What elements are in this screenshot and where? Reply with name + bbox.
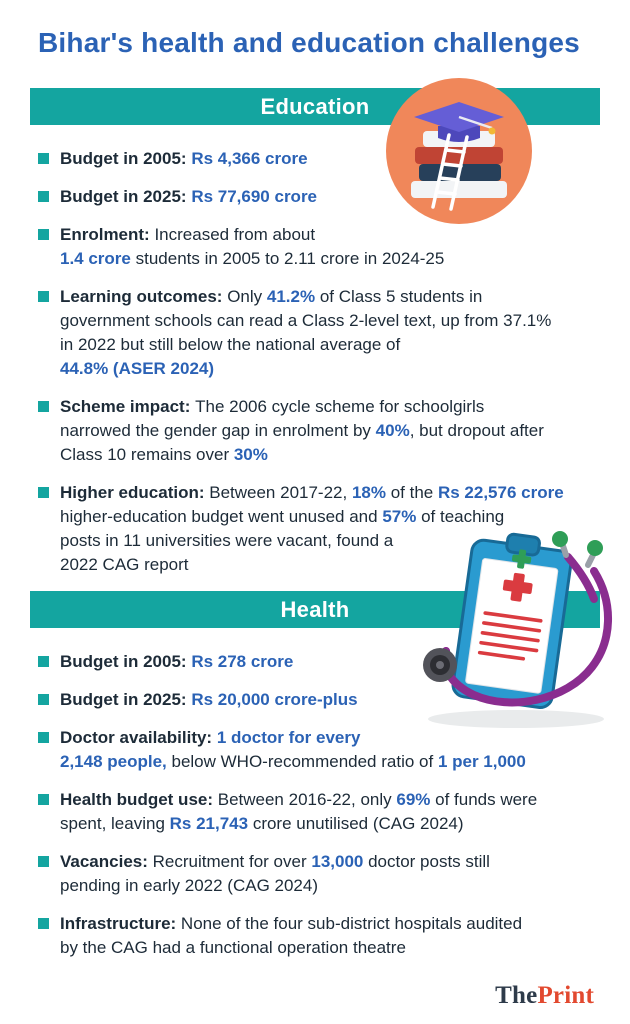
bullet-square-icon: [38, 487, 49, 498]
text-segment: Rs 21,743: [169, 814, 249, 833]
text-segment: Budget in 2025:: [60, 690, 192, 709]
text-segment: Vacancies:: [60, 852, 153, 871]
education-body: Budget in 2005: Rs 4,366 crore Budget in …: [0, 147, 630, 577]
text-segment: Budget in 2025:: [60, 187, 192, 206]
text-segment: in 2022 but still below the national ave…: [60, 335, 401, 354]
clipboard-stethoscope-icon: [423, 531, 613, 728]
text-segment: of Class 5 students in: [319, 287, 483, 306]
text-segment: spent, leaving: [60, 814, 170, 833]
text-segment: Budget in 2005:: [60, 149, 192, 168]
bullet-square-icon: [38, 401, 49, 412]
brand-the: The: [495, 982, 538, 1009]
bullet-item: Budget in 2005: Rs 278 crore: [38, 650, 592, 674]
text-segment: None of the four sub-district hospitals …: [180, 914, 523, 933]
health-body: Budget in 2005: Rs 278 crore Budget in 20…: [0, 650, 630, 960]
text-segment: pending in early 2022 (CAG 2024): [60, 876, 318, 895]
text-segment: of the: [385, 483, 438, 502]
text-segment: Only: [227, 287, 267, 306]
bullet-square-icon: [38, 694, 49, 705]
health-header-label: Health: [280, 597, 350, 622]
theprint-logo: ThePrint: [495, 982, 594, 1010]
text-segment: 1 per 1,000: [437, 752, 526, 771]
text-segment: 1.4 crore: [60, 249, 136, 268]
text-segment: 44.8% (ASER 2024): [60, 359, 215, 378]
text-segment: government schools can read a Class 2-le…: [60, 311, 552, 330]
bullet-square-icon: [38, 732, 49, 743]
text-segment: Increased from about: [154, 225, 316, 244]
bullet-item: Learning outcomes: Only 41.2% of Class 5…: [38, 285, 592, 381]
brand-print: Print: [537, 982, 594, 1009]
text-segment: Learning outcomes:: [60, 287, 228, 306]
text-segment: Recruitment for over: [152, 852, 312, 871]
text-segment: students in 2005 to 2.11 crore in 2024-2…: [135, 249, 445, 268]
bullet-square-icon: [38, 153, 49, 164]
text-segment: Class 10 remains over: [60, 445, 234, 464]
text-segment: of funds were: [430, 790, 538, 809]
text-segment: Rs 4,366 crore: [191, 149, 308, 168]
bullet-item: Health budget use: Between 2016-22, only…: [38, 788, 592, 836]
text-segment: doctor posts still: [363, 852, 490, 871]
text-segment: , but dropout after: [409, 421, 544, 440]
text-segment: posts in 11 universities were vacant, fo…: [60, 531, 394, 550]
text-segment: 40%: [375, 421, 410, 440]
text-segment: 18%: [351, 483, 386, 502]
health-section: Health Budget in 2005: Rs 278 crore Budge…: [0, 531, 630, 960]
text-segment: crore unutilised (CAG 2024): [248, 814, 464, 833]
text-segment: Rs 278 crore: [191, 652, 294, 671]
bullet-square-icon: [38, 229, 49, 240]
bullet-list-health: Budget in 2005: Rs 278 crore Budget in 20…: [38, 650, 592, 960]
bullet-item: Higher education: Between 2017-22, 18% o…: [38, 481, 592, 577]
text-segment: Higher education:: [60, 483, 210, 502]
text-segment: Rs 22,576 crore: [437, 483, 564, 502]
bullet-list-education: Budget in 2005: Rs 4,366 crore Budget in …: [38, 147, 592, 577]
text-segment: The 2006 cycle scheme for schoolgirls: [195, 397, 485, 416]
bullet-item: Enrolment: Increased from about 1.4 crore…: [38, 223, 592, 271]
bullet-square-icon: [38, 291, 49, 302]
page-title: Bihar's health and education challenges: [38, 27, 580, 58]
text-segment: higher-education budget went unused and: [60, 507, 383, 526]
text-segment: of teaching: [416, 507, 505, 526]
text-segment: Scheme impact:: [60, 397, 196, 416]
bullet-item: Doctor availability: 1 doctor for every 2…: [38, 726, 592, 774]
text-segment: 57%: [382, 507, 417, 526]
text-segment: 41.2%: [266, 287, 320, 306]
text-segment: Health budget use:: [60, 790, 218, 809]
text-segment: 69%: [396, 790, 431, 809]
bullet-item: Infrastructure: None of the four sub-dis…: [38, 912, 592, 960]
text-segment: Doctor availability:: [60, 728, 217, 747]
text-segment: Budget in 2005:: [60, 652, 192, 671]
text-segment: 1 doctor for every: [216, 728, 361, 747]
health-illustration: [398, 529, 626, 731]
text-segment: 13,000: [311, 852, 364, 871]
text-segment: 30%: [233, 445, 268, 464]
text-segment: Between 2016-22, only: [217, 790, 397, 809]
bullet-square-icon: [38, 918, 49, 929]
bullet-item: Scheme impact: The 2006 cycle scheme for…: [38, 395, 592, 467]
bullet-square-icon: [38, 794, 49, 805]
text-segment: Enrolment:: [60, 225, 155, 244]
bullet-square-icon: [38, 856, 49, 867]
education-illustration: [386, 78, 532, 224]
text-segment: 2022 CAG report: [60, 555, 189, 574]
graduation-cap-books-icon: [411, 102, 507, 211]
text-segment: below WHO-recommended ratio of: [171, 752, 438, 771]
bullet-square-icon: [38, 191, 49, 202]
text-segment: Between 2017-22,: [209, 483, 352, 502]
bullet-item: Budget in 2025: Rs 20,000 crore-plus: [38, 688, 592, 712]
bullet-square-icon: [38, 656, 49, 667]
text-segment: Rs 20,000 crore-plus: [191, 690, 358, 709]
bullet-item: Vacancies: Recruitment for over 13,000 d…: [38, 850, 592, 898]
text-segment: 2,148 people,: [60, 752, 172, 771]
text-segment: Rs 77,690 crore: [191, 187, 318, 206]
text-segment: narrowed the gender gap in enrolment by: [60, 421, 376, 440]
text-segment: Infrastructure:: [60, 914, 181, 933]
bullet-item: Budget in 2005: Rs 4,366 crore: [38, 147, 592, 171]
education-header-label: Education: [260, 94, 370, 119]
text-segment: by the CAG had a functional operation th…: [60, 938, 406, 957]
education-section: Education Budget in 2005: Rs 4,366 crore…: [0, 78, 630, 577]
bullet-item: Budget in 2025: Rs 77,690 crore: [38, 185, 592, 209]
